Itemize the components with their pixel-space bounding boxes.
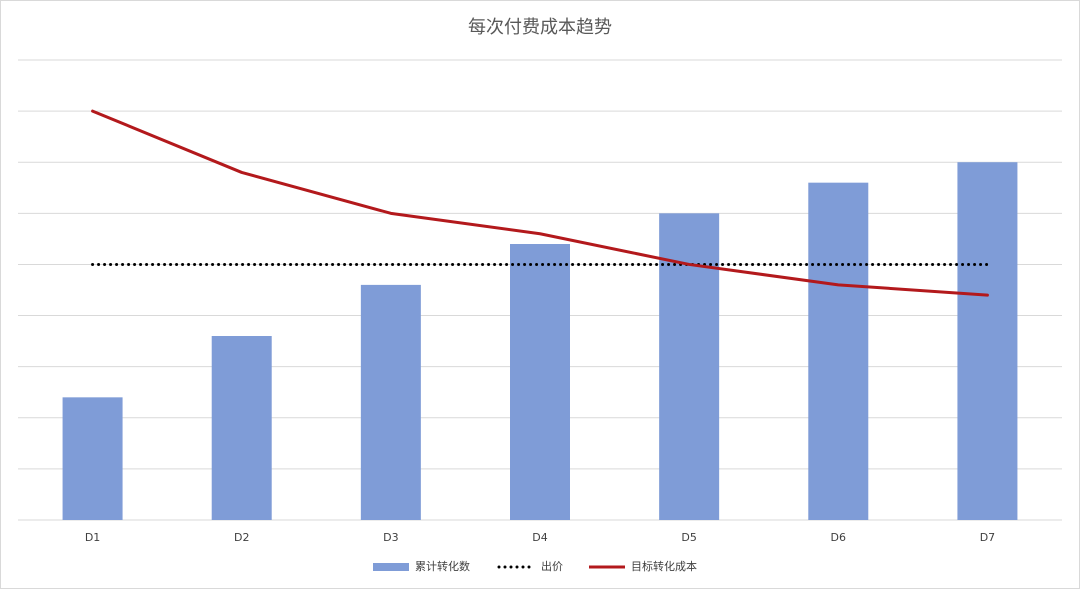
bar bbox=[62, 397, 123, 520]
bar bbox=[360, 284, 421, 520]
legend-label: 出价 bbox=[541, 559, 563, 573]
x-tick-label: D5 bbox=[681, 531, 696, 544]
x-tick-label: D1 bbox=[85, 531, 100, 544]
chart-title: 每次付费成本趋势 bbox=[468, 17, 612, 38]
x-tick-label: D3 bbox=[383, 531, 398, 544]
line bbox=[91, 109, 989, 297]
legend-swatch bbox=[373, 563, 409, 571]
x-tick-label: D7 bbox=[980, 531, 995, 544]
bar bbox=[211, 336, 272, 520]
legend-label: 目标转化成本 bbox=[631, 559, 697, 573]
x-tick-label: D6 bbox=[831, 531, 846, 544]
x-tick-label: D2 bbox=[234, 531, 249, 544]
bar bbox=[957, 162, 1018, 520]
bar bbox=[510, 244, 570, 520]
legend-label: 累计转化数 bbox=[415, 559, 470, 573]
x-tick-label: D4 bbox=[532, 531, 547, 544]
bar bbox=[808, 182, 869, 520]
